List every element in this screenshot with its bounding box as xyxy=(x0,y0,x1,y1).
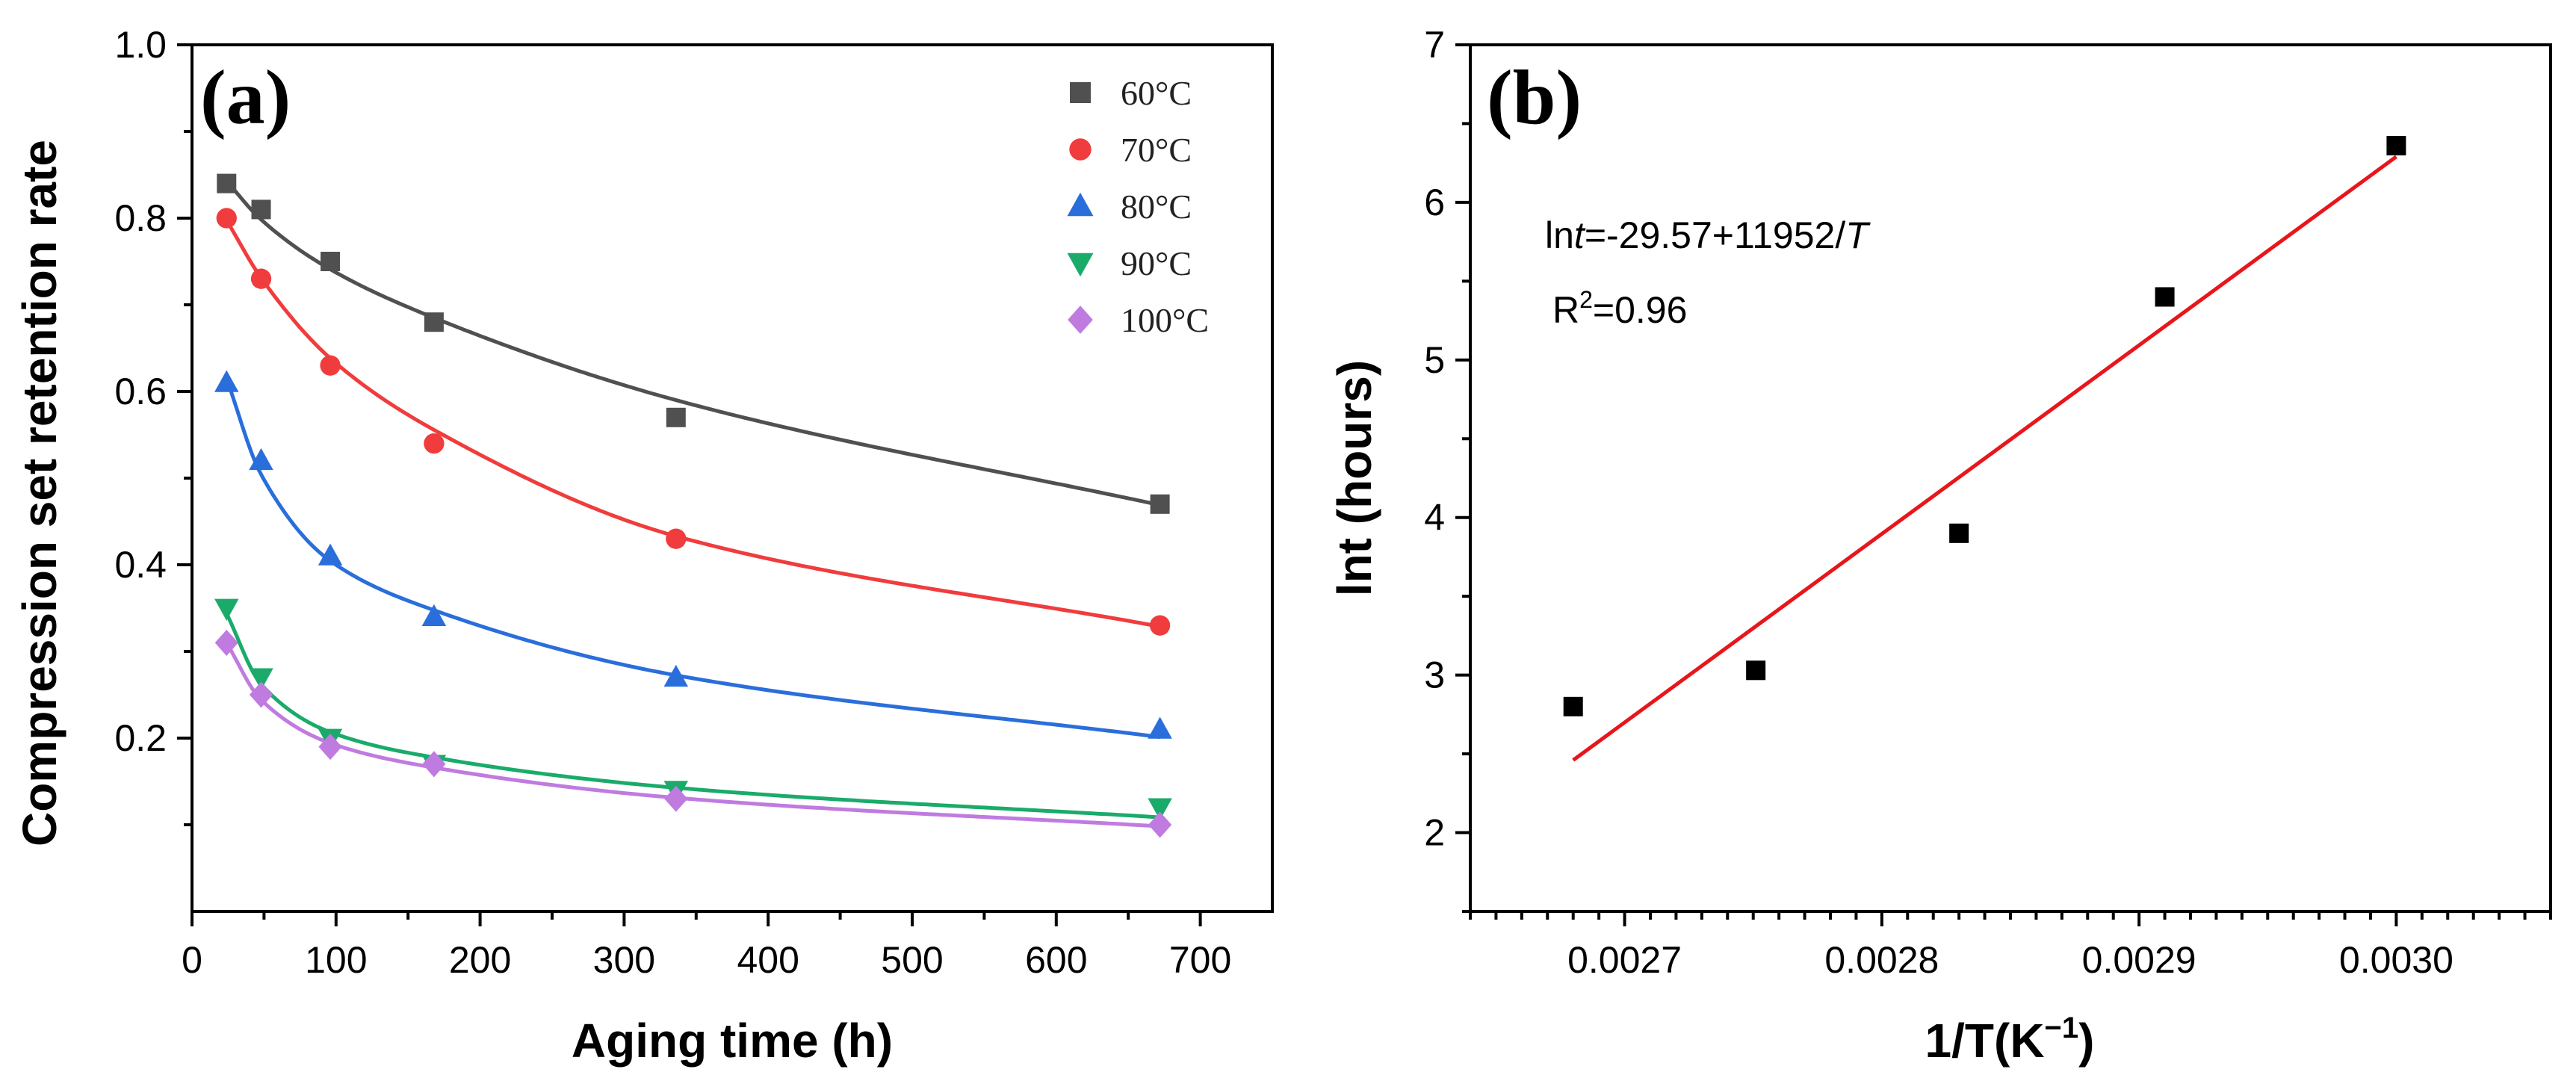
fit-curve-100-c xyxy=(225,642,1160,829)
panel-a-legend: 60°C 70°C 80°C 90°C 100°C xyxy=(1067,74,1209,339)
data-point-90-c xyxy=(214,598,239,621)
data-point-70-c xyxy=(666,528,687,549)
legend-label-90-c: 90°C xyxy=(1121,244,1192,282)
data-point-80-c xyxy=(318,543,343,566)
panel-b-data-points xyxy=(1563,135,2406,716)
data-point-60-c xyxy=(666,407,686,427)
panel-a-y-tick-label: 1.0 xyxy=(114,24,167,66)
panel-b-label: (b) xyxy=(1487,55,1582,140)
data-point-80-c xyxy=(214,370,239,392)
panel-a-x-tick-label: 600 xyxy=(1025,939,1087,981)
data-point-90-c xyxy=(249,668,273,690)
legend-marker-60-c xyxy=(1070,82,1091,103)
data-point-80-c xyxy=(663,664,689,687)
panel-a-data-points xyxy=(214,173,1172,838)
data-point-b xyxy=(2386,135,2406,155)
data-point-100-c xyxy=(214,629,238,656)
panel-b-y-tick-label: 6 xyxy=(1424,182,1445,223)
panel-b-y-tick-label: 4 xyxy=(1424,497,1445,539)
fit-curve-60-c xyxy=(225,179,1161,507)
panel-b-y-tick-label: 2 xyxy=(1424,812,1445,854)
panel-b-y-axis-title: lnt (hours) xyxy=(1328,360,1381,596)
panel-a-label: (a) xyxy=(200,55,291,140)
fit-curve-90-c xyxy=(225,612,1160,820)
panel-b-fit-line-group xyxy=(1572,155,2397,762)
panel-b-y-tick-label: 7 xyxy=(1424,24,1445,66)
panel-a-x-tick-label: 500 xyxy=(881,939,943,981)
panel-a-x-tick-label: 700 xyxy=(1169,939,1231,981)
data-point-80-c xyxy=(421,604,447,626)
panel-a-plot-frame xyxy=(191,43,1274,913)
data-point-60-c xyxy=(321,252,341,271)
data-point-60-c xyxy=(251,199,271,220)
panel-a-x-tick-label: 100 xyxy=(305,939,367,981)
panel-a-y-tick-label: 0.8 xyxy=(114,197,167,239)
panel-a-x-tick-label: 300 xyxy=(593,939,655,981)
data-point-70-c xyxy=(250,268,272,289)
legend-label-60-c: 60°C xyxy=(1121,74,1192,112)
legend-marker-90-c xyxy=(1067,253,1094,277)
panel-a-fit-curves xyxy=(224,179,1161,829)
panel-a-ticks: 0 100 200 300 400 500 600 700 0.2 0.4 0.6 0.8 1.0 xyxy=(114,24,1231,981)
fit-curve-70-c xyxy=(225,219,1161,629)
legend-label-70-c: 70°C xyxy=(1121,131,1192,169)
panel-b-plot-frame xyxy=(1469,43,2552,913)
data-point-100-c xyxy=(664,785,688,812)
r-squared: R2=0.96 xyxy=(1552,286,1687,331)
data-point-b xyxy=(1746,660,1766,681)
data-point-b xyxy=(1949,523,1969,543)
data-point-100-c xyxy=(422,751,446,778)
data-point-60-c xyxy=(217,173,237,193)
data-point-100-c xyxy=(249,681,273,708)
panel-a-x-tick-label: 0 xyxy=(182,939,202,981)
data-point-70-c xyxy=(320,355,341,376)
panel-a-y-tick-label: 0.2 xyxy=(114,717,167,759)
legend-marker-70-c xyxy=(1069,138,1092,161)
fit-equation: lnt=-29.57+11952/T xyxy=(1545,214,1871,256)
fit-curve-80-c xyxy=(224,377,1160,740)
legend-label-80-c: 80°C xyxy=(1121,188,1192,226)
panel-a-x-axis-title: Aging time (h) xyxy=(572,1014,893,1068)
panel-a-chart: 0 100 200 300 400 500 600 700 0.2 0.4 0.6 0.8 1.0 (a… xyxy=(13,24,1274,1068)
panel-b-x-tick-label: 0.0029 xyxy=(2082,939,2196,981)
legend-marker-80-c xyxy=(1067,192,1094,217)
panel-b-y-tick-label: 5 xyxy=(1424,339,1445,381)
panel-a-x-tick-label: 400 xyxy=(737,939,799,981)
data-point-b xyxy=(1563,696,1583,716)
panel-b-chart: 0.0027 0.0028 0.0029 0.0030 2 3 4 5 6 7 (b) lnt=-… xyxy=(1328,24,2552,1068)
panel-b-x-axis-title: 1/T(K−1) xyxy=(1925,1012,2095,1068)
panel-a-y-axis-title: Compression set retention rate xyxy=(13,140,66,846)
data-point-70-c xyxy=(1149,615,1171,636)
data-point-80-c xyxy=(1148,716,1172,739)
data-point-60-c xyxy=(424,312,444,332)
data-point-100-c xyxy=(318,734,342,761)
data-point-70-c xyxy=(424,433,445,454)
panel-b-ticks: 0.0027 0.0028 0.0029 0.0030 2 3 4 5 6 7 xyxy=(1424,24,2552,981)
panel-b-x-tick-label: 0.0030 xyxy=(2339,939,2453,981)
fit-line xyxy=(1572,155,2397,762)
data-point-70-c xyxy=(216,208,237,229)
data-point-90-c xyxy=(1148,798,1172,820)
legend-marker-100-c xyxy=(1068,306,1093,334)
panel-a-x-tick-label: 200 xyxy=(449,939,511,981)
data-point-80-c xyxy=(249,447,273,471)
panel-b-x-tick-label: 0.0028 xyxy=(1824,939,1939,981)
panel-b-x-tick-label: 0.0027 xyxy=(1567,939,1682,981)
legend-label-100-c: 100°C xyxy=(1121,301,1209,339)
data-point-100-c xyxy=(1148,811,1172,838)
data-point-b xyxy=(2155,287,2175,307)
panel-a-y-tick-label: 0.6 xyxy=(114,371,167,412)
panel-a-y-tick-label: 0.4 xyxy=(114,544,167,586)
panel-b-y-tick-label: 3 xyxy=(1424,654,1445,696)
data-point-60-c xyxy=(1150,494,1170,514)
